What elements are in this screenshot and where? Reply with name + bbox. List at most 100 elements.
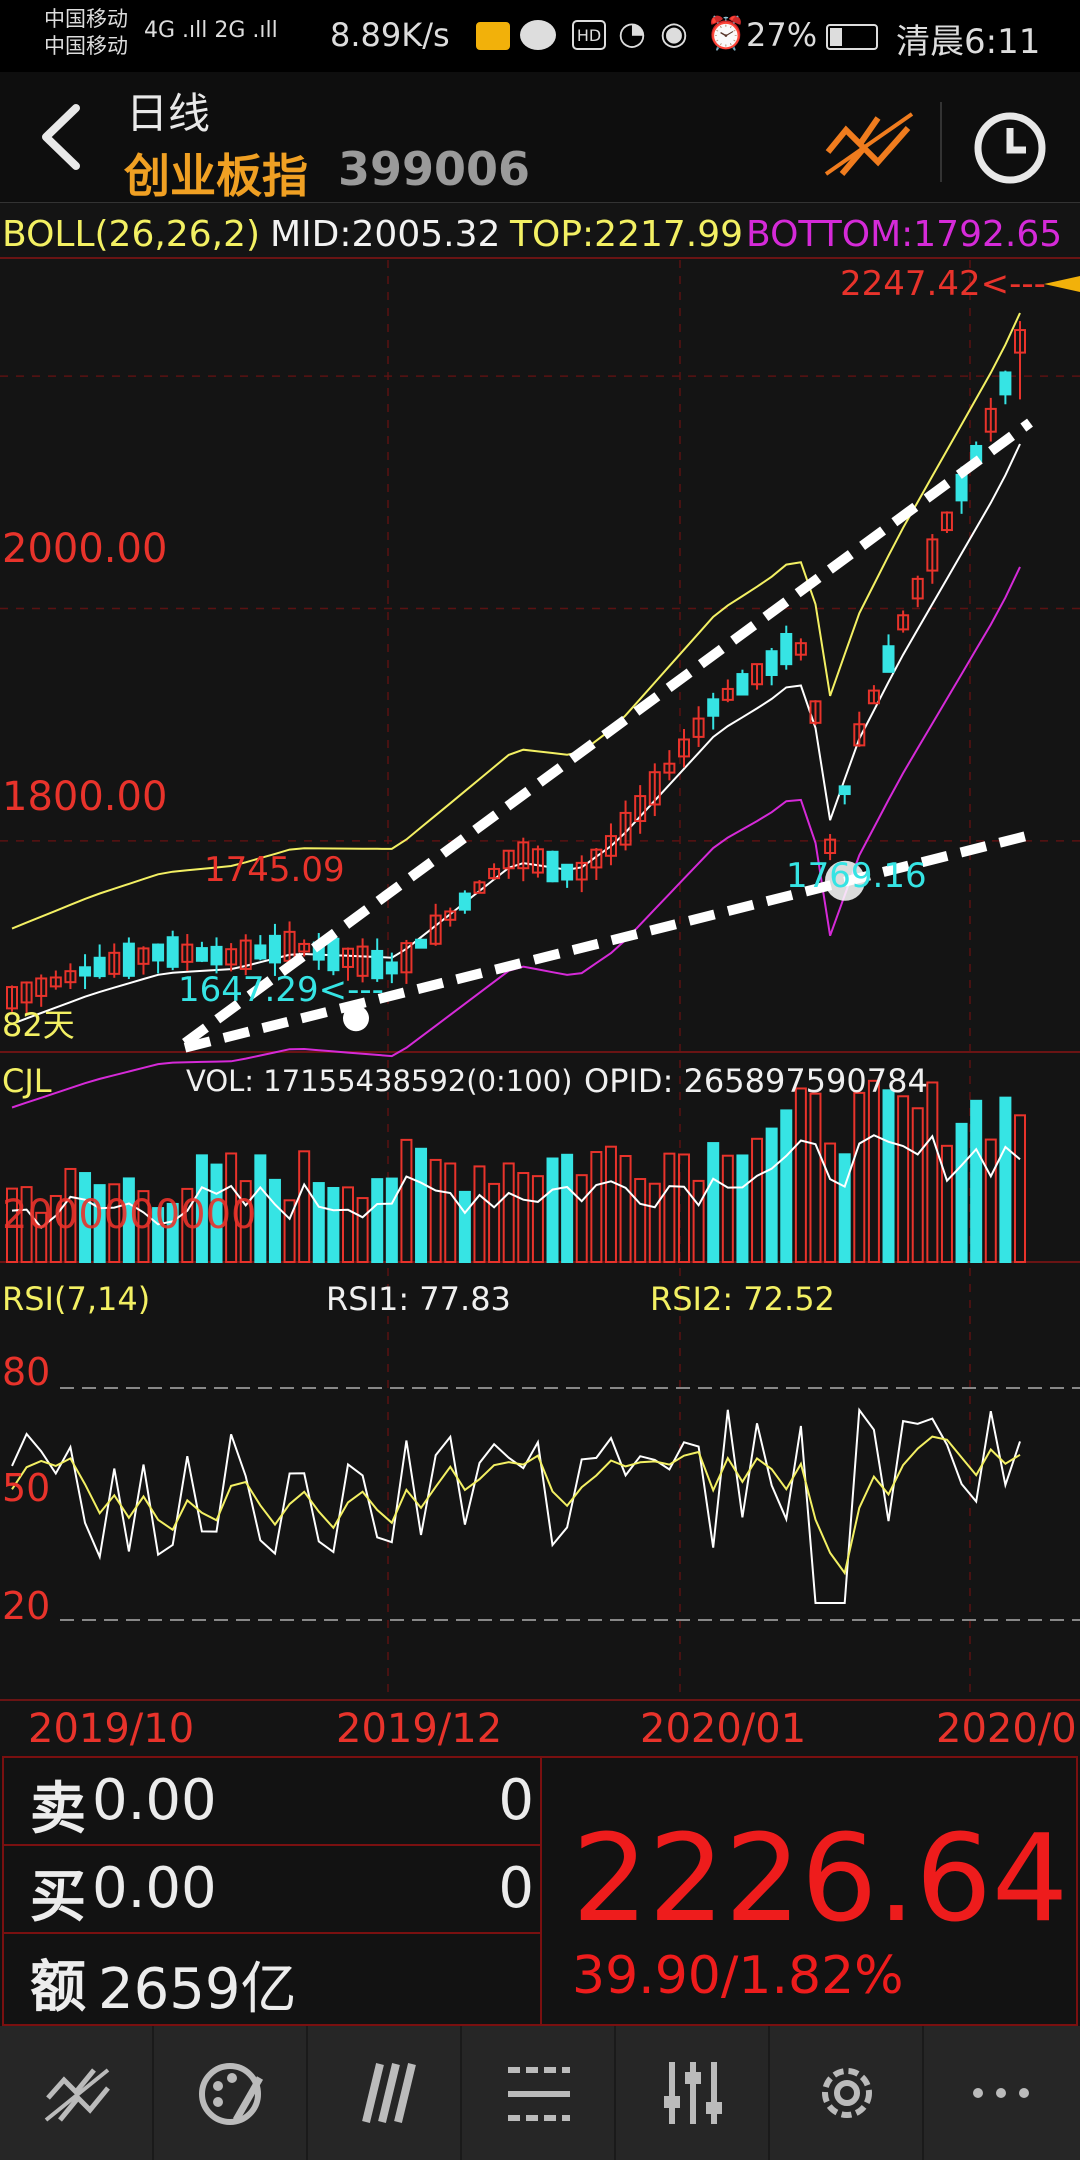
volume-bar: [736, 1154, 749, 1264]
volume-bar: [239, 1180, 252, 1263]
amount-row: 额 2659亿: [2, 1932, 542, 2026]
volume-bar: [415, 1147, 428, 1263]
rsi-tick-50: 50: [2, 1466, 51, 1510]
volume-bar: [254, 1154, 267, 1264]
volume-bar: [195, 1154, 208, 1264]
battery-icon: [826, 24, 878, 50]
candle-body: [385, 961, 398, 975]
volume-bar: [531, 1175, 544, 1263]
candle-body: [955, 473, 968, 502]
gear-icon: [822, 2068, 872, 2118]
candle-body: [181, 943, 194, 963]
chart-grid: [0, 257, 1080, 1701]
candle-body: [692, 717, 705, 738]
mail-icon: [476, 22, 510, 50]
toolbar-settings-button[interactable]: [770, 2026, 924, 2160]
volume-bar: [853, 1091, 866, 1263]
candle-body: [415, 938, 428, 949]
volume-bar: [575, 1174, 588, 1263]
candle-body: [488, 867, 501, 880]
boll-mid-line: [11, 443, 1021, 1025]
candle-body: [6, 986, 18, 1010]
draw-line-icon[interactable]: [820, 108, 916, 178]
date-tick-3: 2020/01: [640, 1706, 807, 1752]
boll-top: TOP:2217.99: [510, 214, 744, 255]
candle-body: [999, 371, 1012, 396]
volume-bar: [619, 1154, 632, 1263]
more-icon: [973, 2088, 1029, 2098]
toolbar-indicator-button[interactable]: [308, 2026, 462, 2160]
upper-trend-line: [182, 418, 1033, 1048]
candle-body: [195, 947, 208, 962]
toolbar-draw-button[interactable]: [0, 2026, 154, 2160]
candle-body: [327, 937, 340, 972]
volume-bar: [108, 1183, 121, 1263]
volume-axis-label: 2000000000: [2, 1192, 257, 1238]
volume-bar: [166, 1202, 179, 1264]
volume-bar: [49, 1194, 62, 1263]
toolbar-palette-button[interactable]: [154, 2026, 308, 2160]
volume-bar: [35, 1211, 48, 1263]
header-divider: [940, 102, 942, 182]
rsi2-line: [11, 1435, 1021, 1576]
volume-bar: [648, 1182, 661, 1264]
clock-icon[interactable]: [970, 108, 1050, 188]
candle-body: [371, 949, 384, 980]
date-tick-2: 2019/12: [336, 1706, 503, 1752]
toolbar-more-button[interactable]: [924, 2026, 1078, 2160]
volume-bar: [590, 1151, 603, 1263]
chat-icon: [520, 20, 556, 50]
candle-body: [634, 795, 647, 823]
volume-bar: [502, 1162, 515, 1264]
volume-bar: [984, 1138, 997, 1264]
back-arrow-icon[interactable]: [32, 102, 92, 172]
volume-bar: [64, 1167, 77, 1264]
network-speed: 8.89K/s: [330, 16, 450, 54]
toolbar-layout-button[interactable]: [462, 2026, 616, 2160]
trend-lines[interactable]: [182, 321, 1033, 1053]
volume-bar: [268, 1178, 281, 1263]
candle-body: [604, 835, 617, 857]
candle-body: [926, 538, 939, 572]
rsi-tick-20: 20: [2, 1584, 51, 1628]
volume-bar: [312, 1182, 325, 1264]
candle-body: [137, 947, 150, 965]
candle-body: [531, 848, 544, 874]
volume-bar: [122, 1177, 135, 1263]
price-change: 39.90/1.82%: [572, 1946, 904, 2006]
candle-body: [268, 934, 281, 964]
volume-bar: [488, 1182, 501, 1263]
candle-body: [721, 687, 734, 701]
volume-bar: [809, 1092, 822, 1264]
status-time: 清晨6:11: [896, 22, 1041, 62]
candle-body: [648, 771, 661, 806]
volume-bar: [882, 1089, 895, 1263]
trend-anchor-point: [343, 1005, 369, 1032]
volume-bar: [210, 1163, 223, 1264]
sell-qty: 0: [498, 1768, 534, 1833]
hd-icon: HD: [572, 20, 606, 50]
amount-value: 2659亿: [98, 1957, 297, 2022]
volume-bar: [546, 1157, 559, 1263]
volume-bar: [926, 1081, 939, 1264]
volume-bar: [604, 1145, 617, 1264]
volume-bar: [867, 1079, 880, 1264]
toolbar-sliders-button[interactable]: [616, 2026, 770, 2160]
rsi2-value: RSI2: 72.52: [650, 1280, 835, 1318]
buy-row: 买 0.00 0: [2, 1844, 542, 1934]
volume-bar: [298, 1150, 311, 1263]
volume-bar: [561, 1153, 574, 1264]
volume-bar: [356, 1197, 369, 1263]
boll-bottom: BOTTOM:1792.65: [746, 214, 1063, 255]
candle-body: [940, 511, 953, 532]
bottom-toolbar: [0, 2026, 1080, 2160]
volume-bar: [137, 1190, 150, 1264]
volume-bar: [911, 1107, 924, 1264]
candle-body: [590, 848, 603, 869]
settings-sliders-icon: [664, 2062, 722, 2124]
kline-chart[interactable]: [0, 0, 1080, 1756]
sim-icon: ◔: [618, 14, 646, 52]
candle-body: [517, 841, 530, 870]
volume-bar: [765, 1127, 778, 1263]
candle-body: [751, 663, 764, 686]
